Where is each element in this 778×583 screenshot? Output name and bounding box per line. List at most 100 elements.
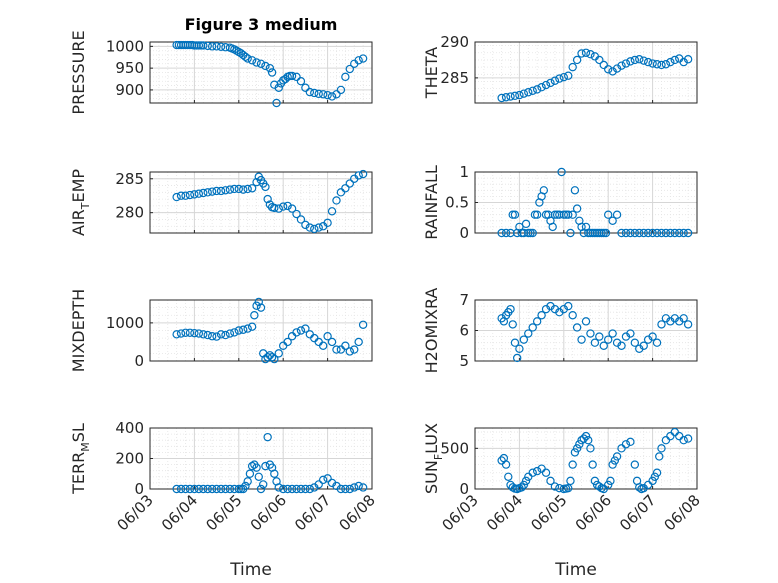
data-point xyxy=(564,301,573,311)
data-point xyxy=(327,92,337,101)
data-point xyxy=(332,90,341,99)
data-point xyxy=(274,349,283,358)
data-point xyxy=(358,54,368,63)
axes-frame xyxy=(149,171,373,234)
data-point xyxy=(225,484,235,494)
data-point xyxy=(532,317,542,326)
data-point xyxy=(327,207,337,216)
y-tick-label: 950 xyxy=(115,59,144,77)
data-point xyxy=(354,337,363,347)
data-point xyxy=(652,338,662,347)
y-axis-label: THETA xyxy=(422,47,441,99)
y-tick-label: 500 xyxy=(440,439,469,457)
y-tick-label: 7 xyxy=(459,291,469,309)
data-point xyxy=(292,209,301,219)
data-point xyxy=(252,463,261,472)
data-point xyxy=(604,480,613,490)
data-point xyxy=(630,338,640,347)
data-point xyxy=(332,345,341,354)
data-point xyxy=(341,341,350,350)
data-point xyxy=(263,432,272,442)
data-point xyxy=(256,59,266,68)
data-point xyxy=(190,190,199,199)
y-tick-label: 1000 xyxy=(106,314,144,332)
y-tick-label: 1 xyxy=(459,163,469,181)
data-point xyxy=(203,188,212,197)
data-point xyxy=(341,184,350,193)
data-point xyxy=(261,182,270,192)
data-point xyxy=(207,42,217,51)
y-axis-label: PRESSURE xyxy=(69,30,88,114)
data-point xyxy=(566,476,575,486)
data-point xyxy=(243,324,252,333)
y-tick-label: 285 xyxy=(440,69,469,87)
data-point xyxy=(510,91,520,101)
data-point xyxy=(225,185,235,194)
data-point xyxy=(652,468,662,477)
data-point xyxy=(608,329,617,338)
data-point xyxy=(630,55,640,65)
data-point xyxy=(230,328,239,337)
data-point xyxy=(532,210,542,219)
data-point xyxy=(310,88,319,98)
x-tick-label: 06/05 xyxy=(527,491,570,534)
data-point xyxy=(521,476,531,486)
data-point xyxy=(648,228,657,238)
data-point xyxy=(586,50,595,59)
data-point xyxy=(241,52,250,62)
data-point xyxy=(679,57,688,67)
data-point xyxy=(185,484,195,494)
data-point xyxy=(504,472,513,481)
data-point xyxy=(657,60,666,70)
data-point xyxy=(239,185,248,194)
data-point xyxy=(586,329,595,338)
data-point xyxy=(212,484,221,494)
data-point xyxy=(508,320,517,329)
axes-border xyxy=(474,427,698,490)
data-point xyxy=(657,320,666,329)
data-point xyxy=(517,483,526,492)
data-point xyxy=(323,474,332,483)
data-point xyxy=(599,341,608,350)
data-point xyxy=(537,311,546,320)
data-point xyxy=(270,354,279,364)
data-point xyxy=(608,460,617,469)
data-point xyxy=(301,484,310,494)
data-point xyxy=(572,323,582,332)
data-point xyxy=(666,57,675,67)
data-point xyxy=(172,484,181,494)
data-point xyxy=(194,484,204,494)
data-point xyxy=(579,434,588,443)
data-point xyxy=(550,482,560,491)
data-point xyxy=(296,484,306,494)
data-point xyxy=(564,483,573,493)
data-point xyxy=(358,320,368,329)
data-point xyxy=(190,484,199,494)
data-point xyxy=(221,186,230,195)
data-point xyxy=(172,330,181,339)
data-point xyxy=(274,83,283,92)
y-tick-label: 900 xyxy=(115,81,144,99)
data-point xyxy=(336,85,346,95)
data-point xyxy=(604,65,613,74)
data-point xyxy=(318,90,328,99)
data-point xyxy=(501,93,511,102)
data-point xyxy=(599,60,608,70)
data-point xyxy=(358,169,368,179)
data-point xyxy=(635,55,644,64)
y-tick-label: 0 xyxy=(134,480,144,498)
axes-border xyxy=(474,171,698,234)
data-point xyxy=(519,480,529,490)
data-point xyxy=(194,41,204,50)
data-point xyxy=(508,210,517,219)
data-point xyxy=(259,480,268,489)
data-point xyxy=(617,61,626,70)
data-point xyxy=(345,347,354,356)
data-point xyxy=(670,55,680,65)
data-point xyxy=(350,345,359,354)
data-point xyxy=(194,329,204,338)
data-point xyxy=(595,332,604,341)
data-point xyxy=(610,456,620,465)
